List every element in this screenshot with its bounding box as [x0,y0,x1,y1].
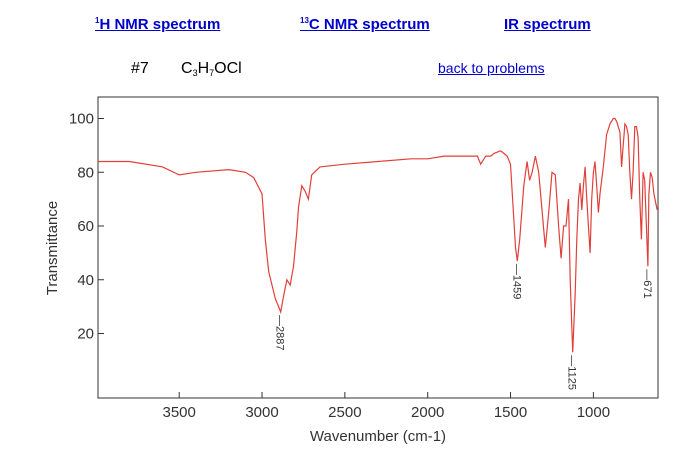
peak-label-1125: —1125 [566,355,578,390]
h-nmr-superscript: 1 [95,16,100,25]
y-axis-title: Transmittance [44,201,61,295]
c-nmr-spectrum-link[interactable]: 13C NMR spectrum [300,16,430,33]
plot-frame [97,96,659,399]
formula-h-count: 7 [209,68,215,78]
c-nmr-link-label: C NMR spectrum [308,16,430,33]
peak-label-1459: —1459 [510,264,522,299]
peak-labels: —2887 —1459 —1125 —671 [274,264,653,390]
h-nmr-link-label: H NMR spectrum [99,16,221,33]
molecular-formula: C3H7OCl [181,60,242,78]
formula-h: H [197,60,210,77]
y-axis: 20 40 60 80 100 [69,111,104,343]
y-tick-label: 80 [77,164,94,181]
x-tick-label: 1500 [494,404,527,421]
x-tick-label: 3000 [245,404,278,421]
y-tick-label: 60 [77,218,94,235]
peak-label-2887: —2887 [274,315,286,350]
formula-c-count: 3 [192,68,198,78]
x-axis-title: Wavenumber (cm-1) [310,428,446,445]
c-nmr-superscript: 13 [300,16,309,25]
problem-number: #7 [131,60,149,77]
x-tick-label: 2500 [328,404,361,421]
transmittance-trace [98,117,658,353]
x-axis: 3500 3000 2500 2000 1500 1000 [162,392,610,421]
back-to-problems-link[interactable]: back to problems [438,60,545,76]
peak-label-671: —671 [641,269,653,298]
ir-link-label: IR spectrum [504,16,591,33]
x-tick-label: 3500 [162,404,195,421]
ir-spectrum-link[interactable]: IR spectrum [504,16,591,33]
x-tick-label: 1000 [577,404,610,421]
formula-rest: OCl [214,60,242,77]
x-tick-label: 2000 [411,404,444,421]
y-tick-label: 40 [77,272,94,289]
y-tick-label: 100 [69,111,94,128]
formula-c: C [181,60,193,77]
y-tick-label: 20 [77,326,94,343]
h-nmr-spectrum-link[interactable]: 1H NMR spectrum [95,16,220,33]
